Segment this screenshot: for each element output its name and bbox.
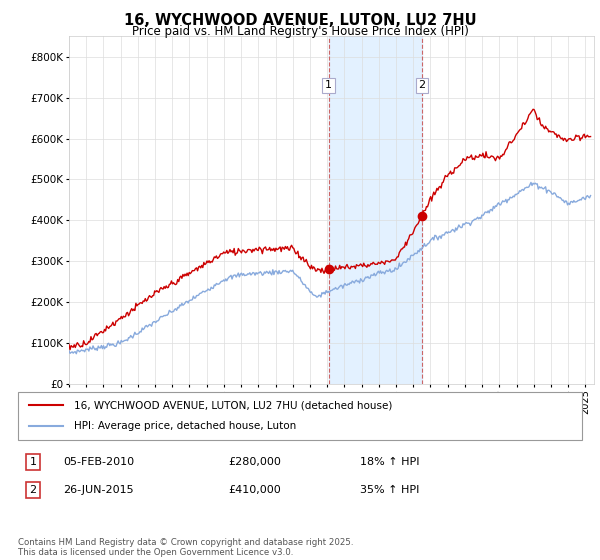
Text: 35% ↑ HPI: 35% ↑ HPI: [360, 485, 419, 495]
Text: HPI: Average price, detached house, Luton: HPI: Average price, detached house, Luto…: [74, 421, 296, 431]
Text: 2: 2: [418, 81, 425, 90]
Text: 16, WYCHWOOD AVENUE, LUTON, LU2 7HU: 16, WYCHWOOD AVENUE, LUTON, LU2 7HU: [124, 13, 476, 28]
Text: 1: 1: [325, 81, 332, 90]
Text: £280,000: £280,000: [228, 457, 281, 467]
Text: Price paid vs. HM Land Registry's House Price Index (HPI): Price paid vs. HM Land Registry's House …: [131, 25, 469, 38]
Text: 2: 2: [29, 485, 37, 495]
Text: Contains HM Land Registry data © Crown copyright and database right 2025.
This d: Contains HM Land Registry data © Crown c…: [18, 538, 353, 557]
FancyBboxPatch shape: [18, 392, 582, 440]
Bar: [329, 36, 422, 384]
Text: 05-FEB-2010: 05-FEB-2010: [63, 457, 134, 467]
Text: 26-JUN-2015: 26-JUN-2015: [63, 485, 134, 495]
Text: 16, WYCHWOOD AVENUE, LUTON, LU2 7HU (detached house): 16, WYCHWOOD AVENUE, LUTON, LU2 7HU (det…: [74, 400, 393, 410]
Text: £410,000: £410,000: [228, 485, 281, 495]
Text: 18% ↑ HPI: 18% ↑ HPI: [360, 457, 419, 467]
Text: 1: 1: [29, 457, 37, 467]
